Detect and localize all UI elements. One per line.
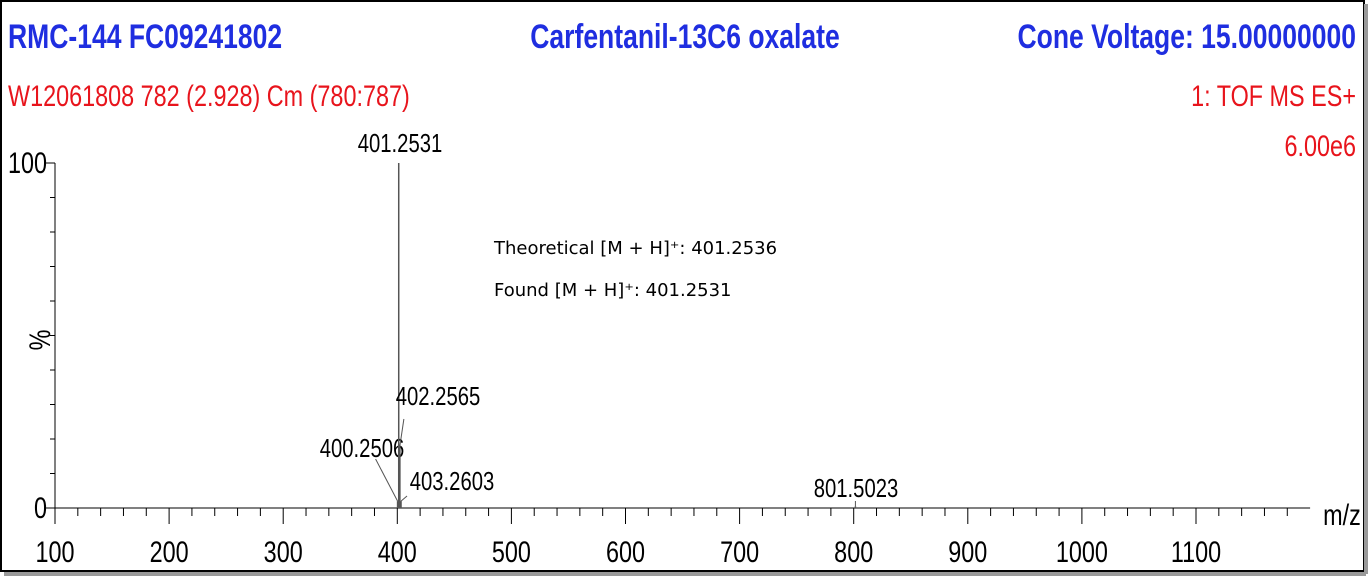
x-tick-label: 900 [948,535,987,568]
x-tick-label: 800 [834,535,873,568]
peak-label: 402.2565 [396,382,481,411]
peak-label: 401.2531 [358,129,443,158]
chart-title: Carfentanil-13C6 oxalate [530,18,839,56]
scan-info: W12061808 782 (2.928) Cm (780:787) [8,79,410,112]
y-tick-label: 0 [34,491,47,524]
peak-label: 801.5023 [814,474,899,503]
peak-leader [400,495,408,502]
instrument: 1: TOF MS ES+ [1191,79,1356,112]
intensity-max: 6.00e6 [1284,129,1356,162]
y-tick-label: 100 [8,146,47,179]
x-tick-label: 1100 [1171,535,1221,568]
x-tick-label: 500 [492,535,531,568]
x-tick-label: 400 [378,535,417,568]
peak-label: 403.2603 [410,467,495,496]
x-tick-label: 300 [264,535,303,568]
sample-id: RMC-144 FC09241802 [8,18,282,56]
x-tick-label: 700 [720,535,759,568]
x-axis-label: m/z [1323,498,1361,531]
cone-voltage: Cone Voltage: 15.00000000 [1018,18,1356,56]
annotation: Found [M + H]⁺: 401.2531 [494,280,732,301]
x-tick-label: 200 [150,535,189,568]
x-tick-label: 100 [35,535,74,568]
y-axis-label: % [23,330,56,351]
peak-label: 400.2506 [320,434,405,463]
peak-leader [399,418,405,446]
x-tick-label: 1000 [1056,535,1108,568]
peak-leader [375,458,399,502]
x-tick-label: 600 [606,535,645,568]
annotation: Theoretical [M + H]⁺: 401.2536 [493,238,777,259]
